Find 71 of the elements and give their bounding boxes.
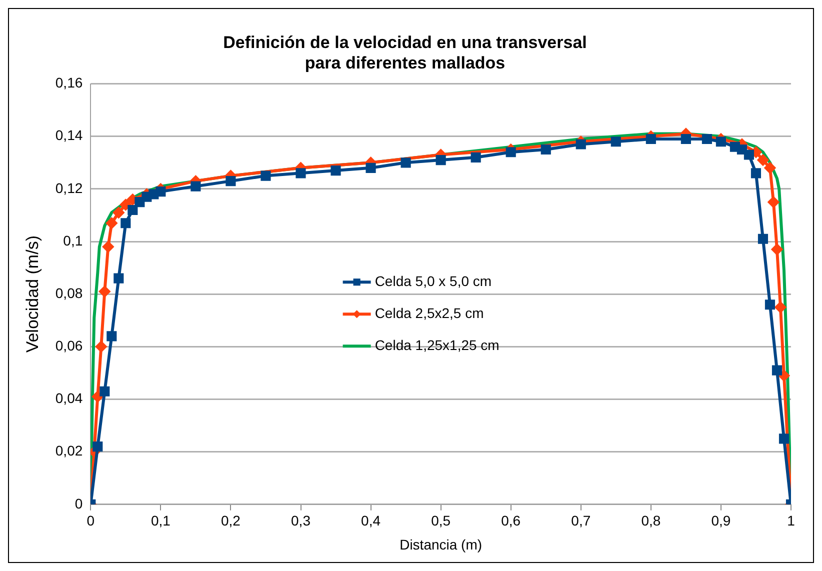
y-tick-label: 0,12: [55, 180, 83, 196]
point: [610, 136, 621, 147]
point: [736, 144, 748, 155]
x-tick-label: 0,5: [431, 512, 451, 529]
y-tick-label: 0,14: [55, 127, 83, 144]
y-tick-label: 0,1: [63, 232, 83, 248]
point: [128, 204, 138, 216]
point: [772, 365, 782, 376]
point: [366, 162, 376, 173]
point: [764, 162, 776, 174]
y-tick-label: 0,02: [55, 442, 83, 459]
chart-title: Definición de la velocidad en una transversal para diferentes mallados: [223, 32, 587, 72]
x-tick-label: 0: [86, 512, 95, 529]
point: [99, 286, 110, 297]
point: [774, 302, 786, 313]
point: [114, 273, 124, 284]
point: [102, 241, 114, 252]
x-axis-title: Distancia (m): [400, 536, 482, 552]
y-tick-label: 0,08: [55, 284, 83, 301]
point: [100, 386, 110, 396]
point: [260, 170, 271, 181]
point: [540, 144, 551, 155]
point: [190, 181, 201, 192]
point: [296, 168, 306, 178]
legend-label: Celda 5,0 x 5,0 cm: [374, 272, 492, 289]
x-tick-label: 0,3: [291, 512, 311, 529]
point: [96, 341, 107, 352]
point: [120, 199, 132, 210]
x-tick-label: 0,6: [501, 512, 521, 529]
point: [680, 134, 691, 144]
point: [120, 218, 131, 228]
point: [506, 147, 516, 158]
x-tick-label: 0,2: [220, 512, 241, 529]
y-tick-label: 0: [74, 495, 83, 512]
x-tick-label: 0,1: [150, 512, 171, 529]
point: [226, 176, 236, 186]
legend-label: Celda 2,5x2,5 cm: [374, 304, 484, 321]
point: [400, 158, 411, 168]
y-tick-label: 0,16: [55, 74, 83, 91]
point: [744, 150, 754, 160]
point: [113, 207, 124, 218]
point: [758, 234, 768, 244]
point: [750, 168, 762, 178]
point: [646, 134, 656, 144]
point: [92, 391, 104, 402]
point: [702, 134, 712, 144]
y-axis-title: Velocidad (m/s): [22, 236, 42, 353]
x-tick-label: 0,8: [641, 512, 661, 529]
point: [757, 154, 768, 166]
point: [771, 244, 782, 255]
point: [330, 166, 341, 176]
point: [156, 186, 166, 197]
point: [764, 300, 776, 310]
point: [106, 218, 118, 229]
point: [134, 197, 145, 208]
point: [716, 136, 726, 147]
x-tick-label: 1: [787, 512, 796, 529]
x-tick-label: 0,4: [361, 512, 381, 529]
x-tick-label: 0,7: [571, 512, 591, 529]
point: [436, 155, 446, 166]
x-tick-label: 0,9: [711, 512, 731, 529]
point: [92, 442, 103, 452]
y-tick-label: 0,06: [55, 338, 83, 354]
y-tick-label: 0,04: [55, 390, 83, 406]
point: [778, 434, 790, 444]
point: [768, 196, 779, 208]
point: [778, 370, 790, 382]
legend-label: Celda 1,25x1,25 cm: [374, 336, 500, 353]
point: [576, 139, 586, 150]
point: [470, 152, 481, 162]
point: [106, 331, 117, 342]
